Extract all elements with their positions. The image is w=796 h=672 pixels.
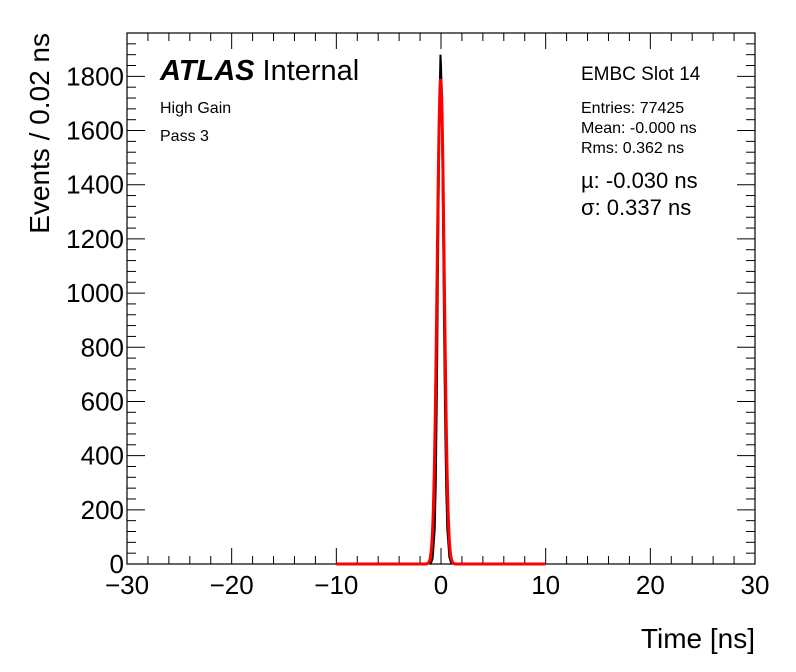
y-tick-label: 1400: [66, 170, 124, 200]
atlas-internal: Internal: [263, 55, 360, 87]
y-tick-label: 0: [110, 549, 124, 579]
fit-mu-label: µ: -0.030 ns: [581, 168, 698, 193]
x-axis-title: Time [ns]: [641, 623, 755, 654]
gain-label: High Gain: [160, 100, 231, 117]
y-axis-title: Events / 0.02 ns: [24, 33, 55, 234]
y-tick-label: 1600: [66, 116, 124, 146]
atlas-bold: ATLAS: [159, 55, 255, 87]
y-tick-labels: 0 200 400 600 800 1000 1200 1400 1600 1800: [66, 61, 124, 579]
fit-sigma-label: σ: 0.337 ns: [581, 195, 691, 220]
atlas-label: ATLAS Internal: [159, 55, 359, 87]
y-tick-label: 1800: [66, 61, 124, 91]
gaussian-fit-line: [336, 78, 546, 566]
x-tick-label: 0: [434, 570, 448, 600]
x-tick-label: −20: [210, 570, 254, 600]
mean-label: Mean: -0.000 ns: [581, 120, 697, 137]
y-tick-label: 1200: [66, 224, 124, 254]
x-tick-label: −10: [314, 570, 358, 600]
y-tick-label: 800: [81, 332, 124, 362]
x-tick-label: 20: [636, 570, 665, 600]
y-tick-label: 1000: [66, 278, 124, 308]
data-series: [336, 54, 546, 566]
y-tick-label: 200: [81, 495, 124, 525]
x-tick-label: 30: [741, 570, 770, 600]
y-tick-label: 400: [81, 441, 124, 471]
slot-label: EMBC Slot 14: [581, 64, 701, 85]
entries-label: Entries: 77425: [581, 100, 684, 117]
rms-label: Rms: 0.362 ns: [581, 140, 684, 157]
y-tick-label: 600: [81, 386, 124, 416]
x-tick-label: −30: [105, 570, 149, 600]
x-tick-labels: −30 −20 −10 0 10 20 30: [105, 570, 770, 600]
x-tick-label: 10: [531, 570, 560, 600]
pass-label: Pass 3: [160, 128, 209, 145]
tick-marks: [126, 32, 756, 565]
